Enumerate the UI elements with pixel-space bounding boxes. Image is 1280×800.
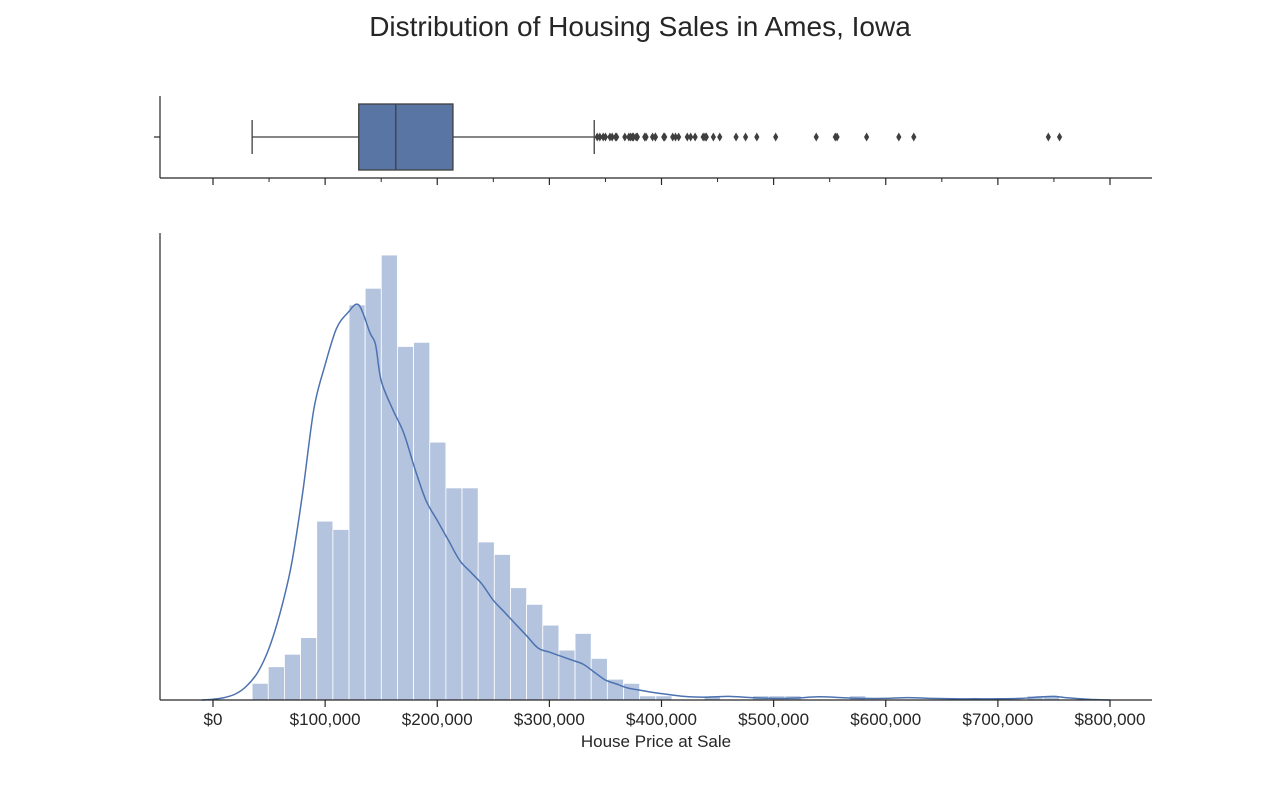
x-tick-label: $100,000 bbox=[290, 710, 361, 729]
histogram-bar bbox=[542, 624, 560, 701]
histogram-bar bbox=[445, 487, 463, 701]
boxplot-outlier bbox=[813, 132, 819, 142]
histogram-bar bbox=[332, 529, 350, 701]
boxplot-outlier bbox=[717, 132, 723, 142]
boxplot-outlier bbox=[602, 132, 609, 142]
histogram-bar bbox=[526, 603, 544, 701]
histogram-bar bbox=[623, 682, 641, 701]
histogram-bar bbox=[397, 346, 414, 701]
histogram-bar bbox=[655, 695, 673, 701]
boxplot-outlier bbox=[672, 132, 679, 142]
histogram-x-tick-labels: $0 $100,000 $200,000 $300,000 $400,000 $500,0… bbox=[204, 710, 1146, 729]
boxplot-outlier bbox=[652, 132, 659, 142]
boxplot-outlier bbox=[649, 132, 656, 142]
boxplot-outlier bbox=[703, 132, 709, 142]
x-tick-label: $500,000 bbox=[738, 710, 809, 729]
histogram-bar bbox=[493, 554, 511, 701]
histogram-panel: $0 $100,000 $200,000 $300,000 $400,000 $500,0… bbox=[159, 233, 1152, 751]
histogram-bar bbox=[510, 587, 528, 701]
histogram-bar bbox=[558, 649, 576, 701]
boxplot-outlier bbox=[609, 132, 615, 142]
histogram-bar bbox=[267, 666, 285, 701]
histogram-bar bbox=[574, 633, 592, 701]
histogram-bar bbox=[284, 653, 301, 701]
boxplot-outlier bbox=[643, 132, 649, 142]
boxplot-outlier bbox=[1056, 132, 1063, 142]
histogram-bars bbox=[251, 254, 1060, 701]
boxplot-outlier bbox=[742, 132, 749, 142]
boxplot-outlier bbox=[834, 132, 840, 142]
boxplot-box bbox=[358, 103, 454, 171]
histogram-bar bbox=[413, 341, 431, 701]
boxplot-outlier bbox=[670, 132, 676, 142]
x-tick-label: $200,000 bbox=[402, 710, 473, 729]
x-tick-label: $600,000 bbox=[850, 710, 921, 729]
histogram-bar bbox=[364, 287, 382, 701]
x-tick-label: $0 bbox=[204, 710, 223, 729]
histogram-bar bbox=[429, 441, 447, 701]
boxplot-outlier bbox=[692, 132, 698, 142]
boxplot-outlier bbox=[688, 132, 694, 142]
boxplot-outlier bbox=[630, 132, 637, 142]
boxplot-marks bbox=[251, 103, 1063, 171]
histogram-bar bbox=[639, 695, 657, 701]
boxplot-outlier bbox=[662, 132, 668, 142]
boxplot-outlier bbox=[597, 132, 603, 142]
boxplot-outlier bbox=[634, 132, 640, 142]
boxplot-outlier bbox=[911, 132, 917, 142]
boxplot-outlier bbox=[710, 132, 716, 142]
boxplot-outlier bbox=[773, 132, 779, 142]
x-tick-label: $400,000 bbox=[626, 710, 697, 729]
histogram-bar bbox=[300, 637, 318, 701]
boxplot-outlier bbox=[684, 132, 690, 142]
boxplot-outlier bbox=[594, 132, 600, 142]
histogram-x-ticks bbox=[212, 700, 1111, 707]
histogram-bar bbox=[380, 254, 398, 701]
x-tick-label: $700,000 bbox=[962, 710, 1033, 729]
boxplot-panel bbox=[154, 96, 1152, 185]
boxplot-outlier bbox=[754, 132, 760, 142]
x-tick-label: $800,000 bbox=[1075, 710, 1146, 729]
boxplot-outlier bbox=[896, 132, 902, 142]
histogram-bar bbox=[348, 304, 366, 701]
boxplot-x-ticks bbox=[212, 178, 1111, 185]
boxplot-outlier bbox=[733, 132, 739, 142]
histogram-bar bbox=[251, 682, 269, 701]
boxplot-outlier bbox=[622, 132, 628, 142]
chart-title: Distribution of Housing Sales in Ames, I… bbox=[369, 11, 911, 42]
boxplot-outlier bbox=[864, 132, 870, 142]
histogram-bar bbox=[477, 541, 495, 701]
kde-line bbox=[201, 303, 1111, 701]
x-axis-label: House Price at Sale bbox=[581, 732, 731, 751]
boxplot-outlier bbox=[614, 132, 620, 142]
boxplot-outlier bbox=[676, 132, 682, 142]
boxplot-outlier bbox=[1045, 132, 1051, 142]
x-tick-label: $300,000 bbox=[514, 710, 585, 729]
histogram-bar bbox=[316, 520, 334, 701]
histogram-bar bbox=[461, 487, 479, 701]
